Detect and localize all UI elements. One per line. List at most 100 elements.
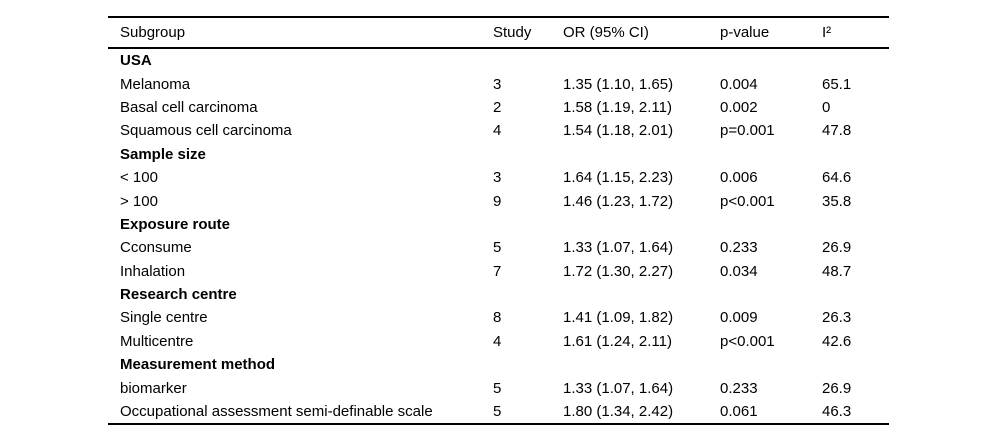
cell-i-squared (822, 143, 889, 166)
cell-p-value: 0.006 (720, 169, 758, 187)
cell-subgroup: < 100 (120, 169, 158, 187)
cell-i-squared: 26.3 (822, 309, 852, 327)
header-or-ci: OR (95% CI) (563, 17, 720, 49)
cell-or-ci (563, 213, 720, 236)
cell-or-ci: 1.64 (1.15, 2.23) (563, 169, 674, 187)
cell-or-ci: 1.41 (1.09, 1.82) (563, 309, 674, 327)
cell-i-squared: 42.6 (822, 332, 852, 350)
table-row: Single centre 8 1.41 (1.09, 1.82) 0.009 26.3 (108, 306, 889, 329)
cell-study (493, 48, 563, 72)
table-body: USA Melanoma 3 1.35 (1.10, 1.65) 0.004 65.1 Ba… (108, 48, 889, 424)
header-subgroup: Subgroup (108, 17, 493, 49)
cell-study: 9 (493, 192, 502, 210)
header-i-squared: I² (822, 17, 889, 49)
cell-study: 4 (493, 122, 502, 140)
cell-or-ci: 1.35 (1.10, 1.65) (563, 75, 674, 93)
cell-i-squared (822, 283, 889, 306)
table-row: < 100 3 1.64 (1.15, 2.23) 0.006 64.6 (108, 166, 889, 189)
cell-subgroup: Multicentre (120, 332, 194, 350)
cell-p-value (720, 213, 822, 236)
cell-i-squared: 46.3 (822, 403, 852, 421)
cell-or-ci: 1.54 (1.18, 2.01) (563, 122, 674, 140)
cell-or-ci: 1.58 (1.19, 2.11) (563, 98, 672, 116)
cell-study (493, 213, 563, 236)
cell-subgroup: Measurement method (120, 356, 276, 374)
cell-study: 7 (493, 262, 502, 280)
table-row: Multicentre 4 1.61 (1.24, 2.11) p<0.001 42.6 (108, 330, 889, 353)
section-header-row: Measurement method (108, 353, 889, 376)
cell-i-squared: 26.9 (822, 239, 852, 257)
cell-p-value: 0.061 (720, 403, 758, 421)
cell-study: 2 (493, 98, 502, 116)
cell-or-ci (563, 353, 720, 376)
cell-i-squared: 0 (822, 98, 831, 116)
cell-subgroup: Basal cell carcinoma (120, 98, 258, 116)
cell-or-ci: 1.33 (1.07, 1.64) (563, 379, 674, 397)
cell-study: 3 (493, 169, 502, 187)
cell-or-ci (563, 143, 720, 166)
cell-p-value: p=0.001 (720, 122, 775, 140)
cell-subgroup: Research centre (120, 286, 237, 304)
cell-i-squared: 65.1 (822, 75, 852, 93)
section-header-row: Sample size (108, 143, 889, 166)
cell-study: 3 (493, 75, 502, 93)
cell-i-squared (822, 353, 889, 376)
cell-or-ci: 1.46 (1.23, 1.72) (563, 192, 674, 210)
cell-p-value (720, 283, 822, 306)
table-row: > 100 9 1.46 (1.23, 1.72) p<0.001 35.8 (108, 189, 889, 212)
header-p-value: p-value (720, 17, 822, 49)
cell-or-ci: 1.61 (1.24, 2.11) (563, 332, 672, 350)
cell-subgroup: > 100 (120, 192, 158, 210)
cell-p-value: 0.233 (720, 379, 758, 397)
cell-study (493, 143, 563, 166)
cell-or-ci (563, 283, 720, 306)
cell-or-ci: 1.80 (1.34, 2.42) (563, 403, 674, 421)
cell-p-value: 0.233 (720, 239, 758, 257)
table-row: Melanoma 3 1.35 (1.10, 1.65) 0.004 65.1 (108, 72, 889, 95)
cell-or-ci: 1.72 (1.30, 2.27) (563, 262, 674, 280)
cell-subgroup: USA (120, 52, 152, 70)
cell-p-value: p<0.001 (720, 332, 775, 350)
cell-study: 5 (493, 379, 502, 397)
cell-subgroup: Sample size (120, 145, 206, 163)
table-header: Subgroup Study OR (95% CI) p-value I² (108, 17, 889, 49)
cell-i-squared: 64.6 (822, 169, 852, 187)
cell-p-value (720, 353, 822, 376)
cell-or-ci: 1.33 (1.07, 1.64) (563, 239, 674, 257)
cell-i-squared (822, 48, 889, 72)
cell-p-value: 0.002 (720, 98, 758, 116)
section-header-row: Research centre (108, 283, 889, 306)
cell-subgroup: Cconsume (120, 239, 192, 257)
cell-i-squared: 35.8 (822, 192, 852, 210)
section-header-row: Exposure route (108, 213, 889, 236)
cell-or-ci (563, 48, 720, 72)
cell-subgroup: Single centre (120, 309, 208, 327)
cell-subgroup: Melanoma (120, 75, 191, 93)
cell-p-value (720, 48, 822, 72)
cell-p-value: 0.009 (720, 309, 758, 327)
cell-p-value: 0.004 (720, 75, 758, 93)
cell-study (493, 283, 563, 306)
table-row: biomarker 5 1.33 (1.07, 1.64) 0.233 26.9 (108, 376, 889, 399)
cell-subgroup: Squamous cell carcinoma (120, 122, 292, 140)
cell-i-squared: 48.7 (822, 262, 852, 280)
cell-study: 4 (493, 332, 502, 350)
cell-study: 5 (493, 403, 502, 421)
cell-p-value (720, 143, 822, 166)
cell-subgroup: Occupational assessment semi-definable s… (120, 403, 433, 421)
cell-subgroup: Inhalation (120, 262, 186, 280)
cell-i-squared: 47.8 (822, 122, 852, 140)
header-row: Subgroup Study OR (95% CI) p-value I² (108, 17, 889, 49)
cell-p-value: 0.034 (720, 262, 758, 280)
cell-subgroup: biomarker (120, 379, 187, 397)
table-row: Occupational assessment semi-definable s… (108, 400, 889, 424)
header-study: Study (493, 17, 563, 49)
table-row: Squamous cell carcinoma 4 1.54 (1.18, 2.01… (108, 119, 889, 142)
cell-study: 8 (493, 309, 502, 327)
cell-subgroup: Exposure route (120, 215, 231, 233)
cell-i-squared: 26.9 (822, 379, 852, 397)
table-row: Basal cell carcinoma 2 1.58 (1.19, 2.11) 0.… (108, 96, 889, 119)
cell-i-squared (822, 213, 889, 236)
table-row: Cconsume 5 1.33 (1.07, 1.64) 0.233 26.9 (108, 236, 889, 259)
